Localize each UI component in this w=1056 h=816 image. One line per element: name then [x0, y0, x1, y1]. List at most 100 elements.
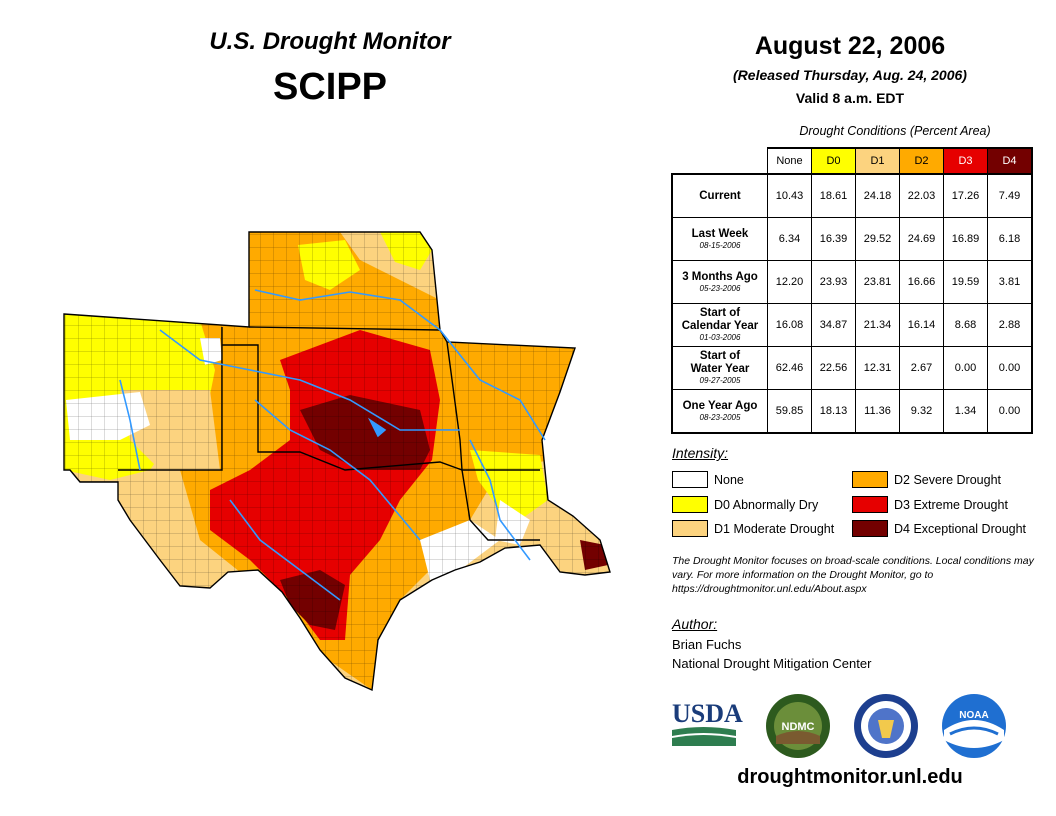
- cell-value: 29.52: [855, 217, 900, 261]
- cell-value: 6.34: [767, 217, 812, 261]
- legend-title: Intensity:: [672, 445, 729, 461]
- cell-value: 22.03: [899, 173, 944, 218]
- table-row: 3 Months Ago 05-23-2006 12.20 23.93 23.81…: [671, 260, 1033, 304]
- cell-value: 17.26: [943, 173, 988, 218]
- cell-value: 24.18: [855, 173, 900, 218]
- legend-item-d4: D4 Exceptional Drought: [852, 520, 1026, 537]
- cell-value: 16.66: [899, 260, 944, 304]
- col-header-d0: D0: [811, 147, 856, 175]
- legend-label: D1 Moderate Drought: [714, 521, 835, 536]
- cell-value: 2.88: [987, 303, 1033, 347]
- valid-time: Valid 8 a.m. EDT: [795, 90, 905, 106]
- table-row: Last Week 08-15-2006 6.34 16.39 29.52 24.…: [671, 217, 1033, 261]
- cell-value: 23.93: [811, 260, 856, 304]
- legend-swatch: [852, 496, 888, 513]
- row-date: 09-27-2005: [699, 376, 741, 385]
- cell-value: 62.46: [767, 346, 812, 390]
- map-title: U.S. Drought Monitor: [209, 28, 451, 55]
- cell-value: 8.68: [943, 303, 988, 347]
- row-label: Start of Calendar Year: [681, 307, 759, 332]
- author-org: National Drought Mitigation Center: [672, 656, 872, 671]
- table-row: Start of Calendar Year 01-03-2006 16.08 3…: [671, 303, 1033, 347]
- col-header-d4: D4: [987, 147, 1033, 175]
- row-date: 08-23-2005: [699, 412, 741, 422]
- row-label: 3 Months Ago: [682, 270, 758, 283]
- legend-label: D2 Severe Drought: [894, 472, 1002, 487]
- cell-value: 16.39: [811, 217, 856, 261]
- row-date: 01-03-2006: [699, 333, 741, 342]
- legend-swatch: [672, 496, 708, 513]
- ndmc-text: NDMC: [782, 721, 815, 733]
- table-row: Start of Water Year 09-27-2005 62.46 22.5…: [671, 346, 1033, 390]
- table-row: One Year Ago 08-23-2005 59.85 18.13 11.36…: [671, 389, 1033, 434]
- cell-value: 19.59: [943, 260, 988, 304]
- cell-value: 10.43: [767, 173, 812, 218]
- legend-label: D3 Extreme Drought: [894, 497, 1008, 512]
- legend-label: None: [714, 472, 744, 487]
- table-caption: Drought Conditions (Percent Area): [799, 124, 991, 138]
- cell-value: 11.36: [855, 389, 900, 434]
- drought-map: [63, 231, 611, 692]
- cell-value: 6.18: [987, 217, 1033, 261]
- drought-conditions-table: None D0 D1 D2 D3 D4 Current 10.43 18.61 …: [671, 147, 1033, 434]
- row-label: One Year Ago: [682, 399, 758, 412]
- usda-logo: USDA: [672, 699, 743, 746]
- ndmc-logo: NDMC: [766, 694, 830, 758]
- rivers: [119, 289, 546, 601]
- row-date: 08-15-2006: [699, 240, 741, 250]
- legend-swatch: [852, 471, 888, 488]
- disclaimer-note: The Drought Monitor focuses on broad-sca…: [672, 555, 1034, 595]
- author-name: Brian Fuchs: [672, 637, 742, 652]
- legend-swatch: [852, 520, 888, 537]
- row-label: Start of Water Year: [690, 350, 750, 375]
- cell-value: 0.00: [987, 346, 1033, 390]
- cell-value: 18.13: [811, 389, 856, 434]
- cell-value: 7.49: [987, 173, 1033, 218]
- commerce-seal: [854, 694, 918, 758]
- cell-value: 22.56: [811, 346, 856, 390]
- cell-value: 34.87: [811, 303, 856, 347]
- cell-value: 12.31: [855, 346, 900, 390]
- noaa-text: NOAA: [959, 710, 988, 721]
- col-header-d2: D2: [899, 147, 944, 175]
- cell-value: 9.32: [899, 389, 944, 434]
- cell-value: 24.69: [899, 217, 944, 261]
- legend-swatch: [672, 520, 708, 537]
- legend-item-d1: D1 Moderate Drought: [672, 520, 834, 537]
- legend-swatch: [672, 471, 708, 488]
- table-row: Current 10.43 18.61 24.18 22.03 17.26 7.…: [671, 173, 1033, 218]
- cell-value: 59.85: [767, 389, 812, 434]
- cell-value: 12.20: [767, 260, 812, 304]
- cell-value: 21.34: [855, 303, 900, 347]
- cell-value: 18.61: [811, 173, 856, 218]
- cell-value: 3.81: [987, 260, 1033, 304]
- legend-item-d0: D0 Abnormally Dry: [672, 496, 818, 513]
- cell-value: 2.67: [899, 346, 944, 390]
- legend-item-d2: D2 Severe Drought: [852, 471, 1001, 488]
- col-header-d3: D3: [943, 147, 988, 175]
- website-link[interactable]: droughtmonitor.unl.edu: [737, 766, 963, 788]
- legend-label: D4 Exceptional Drought: [894, 521, 1027, 536]
- noaa-logo: NOAA: [942, 694, 1006, 758]
- usda-text: USDA: [672, 699, 743, 728]
- cell-value: 1.34: [943, 389, 988, 434]
- cell-value: 16.08: [767, 303, 812, 347]
- legend-item-none: None: [672, 471, 744, 488]
- legend-item-d3: D3 Extreme Drought: [852, 496, 1008, 513]
- cell-value: 16.89: [943, 217, 988, 261]
- col-header-d1: D1: [855, 147, 900, 175]
- row-label: Current: [699, 189, 741, 202]
- region-title: SCIPP: [272, 66, 388, 108]
- author-title: Author:: [672, 616, 718, 632]
- cell-value: 0.00: [987, 389, 1033, 434]
- release-date: (Released Thursday, Aug. 24, 2006): [733, 67, 967, 83]
- logos-row: USDA NDMC NOAA: [672, 694, 1006, 758]
- legend-label: D0 Abnormally Dry: [714, 497, 819, 512]
- cell-value: 0.00: [943, 346, 988, 390]
- cell-value: 16.14: [899, 303, 944, 347]
- col-header-none: None: [767, 147, 812, 175]
- row-label: Last Week: [691, 227, 749, 240]
- cell-value: 23.81: [855, 260, 900, 304]
- map-date: August 22, 2006: [754, 32, 946, 60]
- row-date: 05-23-2006: [699, 283, 741, 293]
